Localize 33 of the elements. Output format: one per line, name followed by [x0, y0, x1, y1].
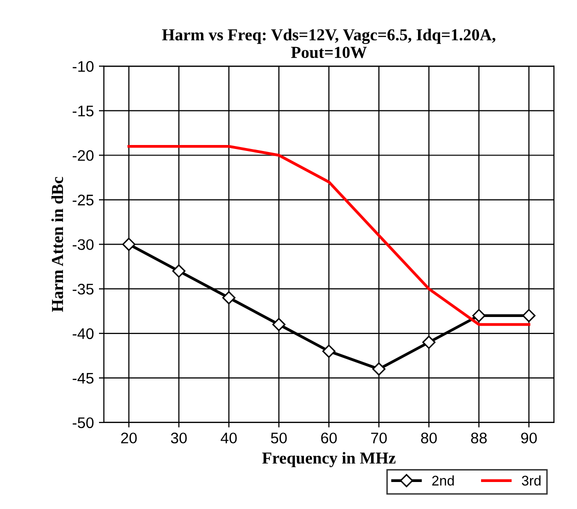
point: [222, 291, 236, 304]
line-series: [127, 144, 530, 326]
y-tick-label: -25: [72, 194, 94, 206]
x-tick-label: 80: [421, 432, 437, 444]
point: [172, 264, 186, 278]
x-axis-title: Frequency in MHz: [262, 452, 396, 468]
y-tick-label: -40: [72, 328, 94, 340]
x-tick-label: 40: [220, 432, 237, 444]
point: [422, 336, 436, 349]
x-tick-label: 50: [271, 432, 287, 444]
y-tick-label: -15: [72, 106, 94, 116]
x-tick-label: 90: [521, 432, 537, 444]
x-tick-label: 30: [170, 432, 187, 444]
x-tick-label: 60: [321, 432, 337, 444]
y-axis-title: Harm Atten in dBc: [51, 176, 64, 312]
y-tick-label: -50: [72, 417, 94, 428]
chart-title: Harm vs Freq: Vds=12V, Vagc=6.5, Idq=1.20A, Pout=10W: [162, 28, 496, 58]
point: [472, 308, 486, 322]
point: [372, 362, 386, 376]
point: [322, 344, 336, 358]
point: [122, 238, 136, 251]
x-tick-label: 88: [471, 432, 487, 444]
x-tick-label: 70: [371, 432, 387, 444]
point: [272, 318, 286, 332]
point: [522, 308, 536, 322]
y-tick-label: -30: [72, 239, 94, 250]
legend-label: 2nd: [432, 475, 454, 486]
y-tick-label: -20: [72, 150, 94, 161]
y-tick-label: -35: [72, 284, 94, 295]
y-tick-label: -45: [72, 372, 94, 384]
y-tick-label: -10: [72, 61, 94, 72]
legend-label: 3rd: [522, 475, 541, 486]
x-tick-label: 20: [121, 432, 137, 444]
